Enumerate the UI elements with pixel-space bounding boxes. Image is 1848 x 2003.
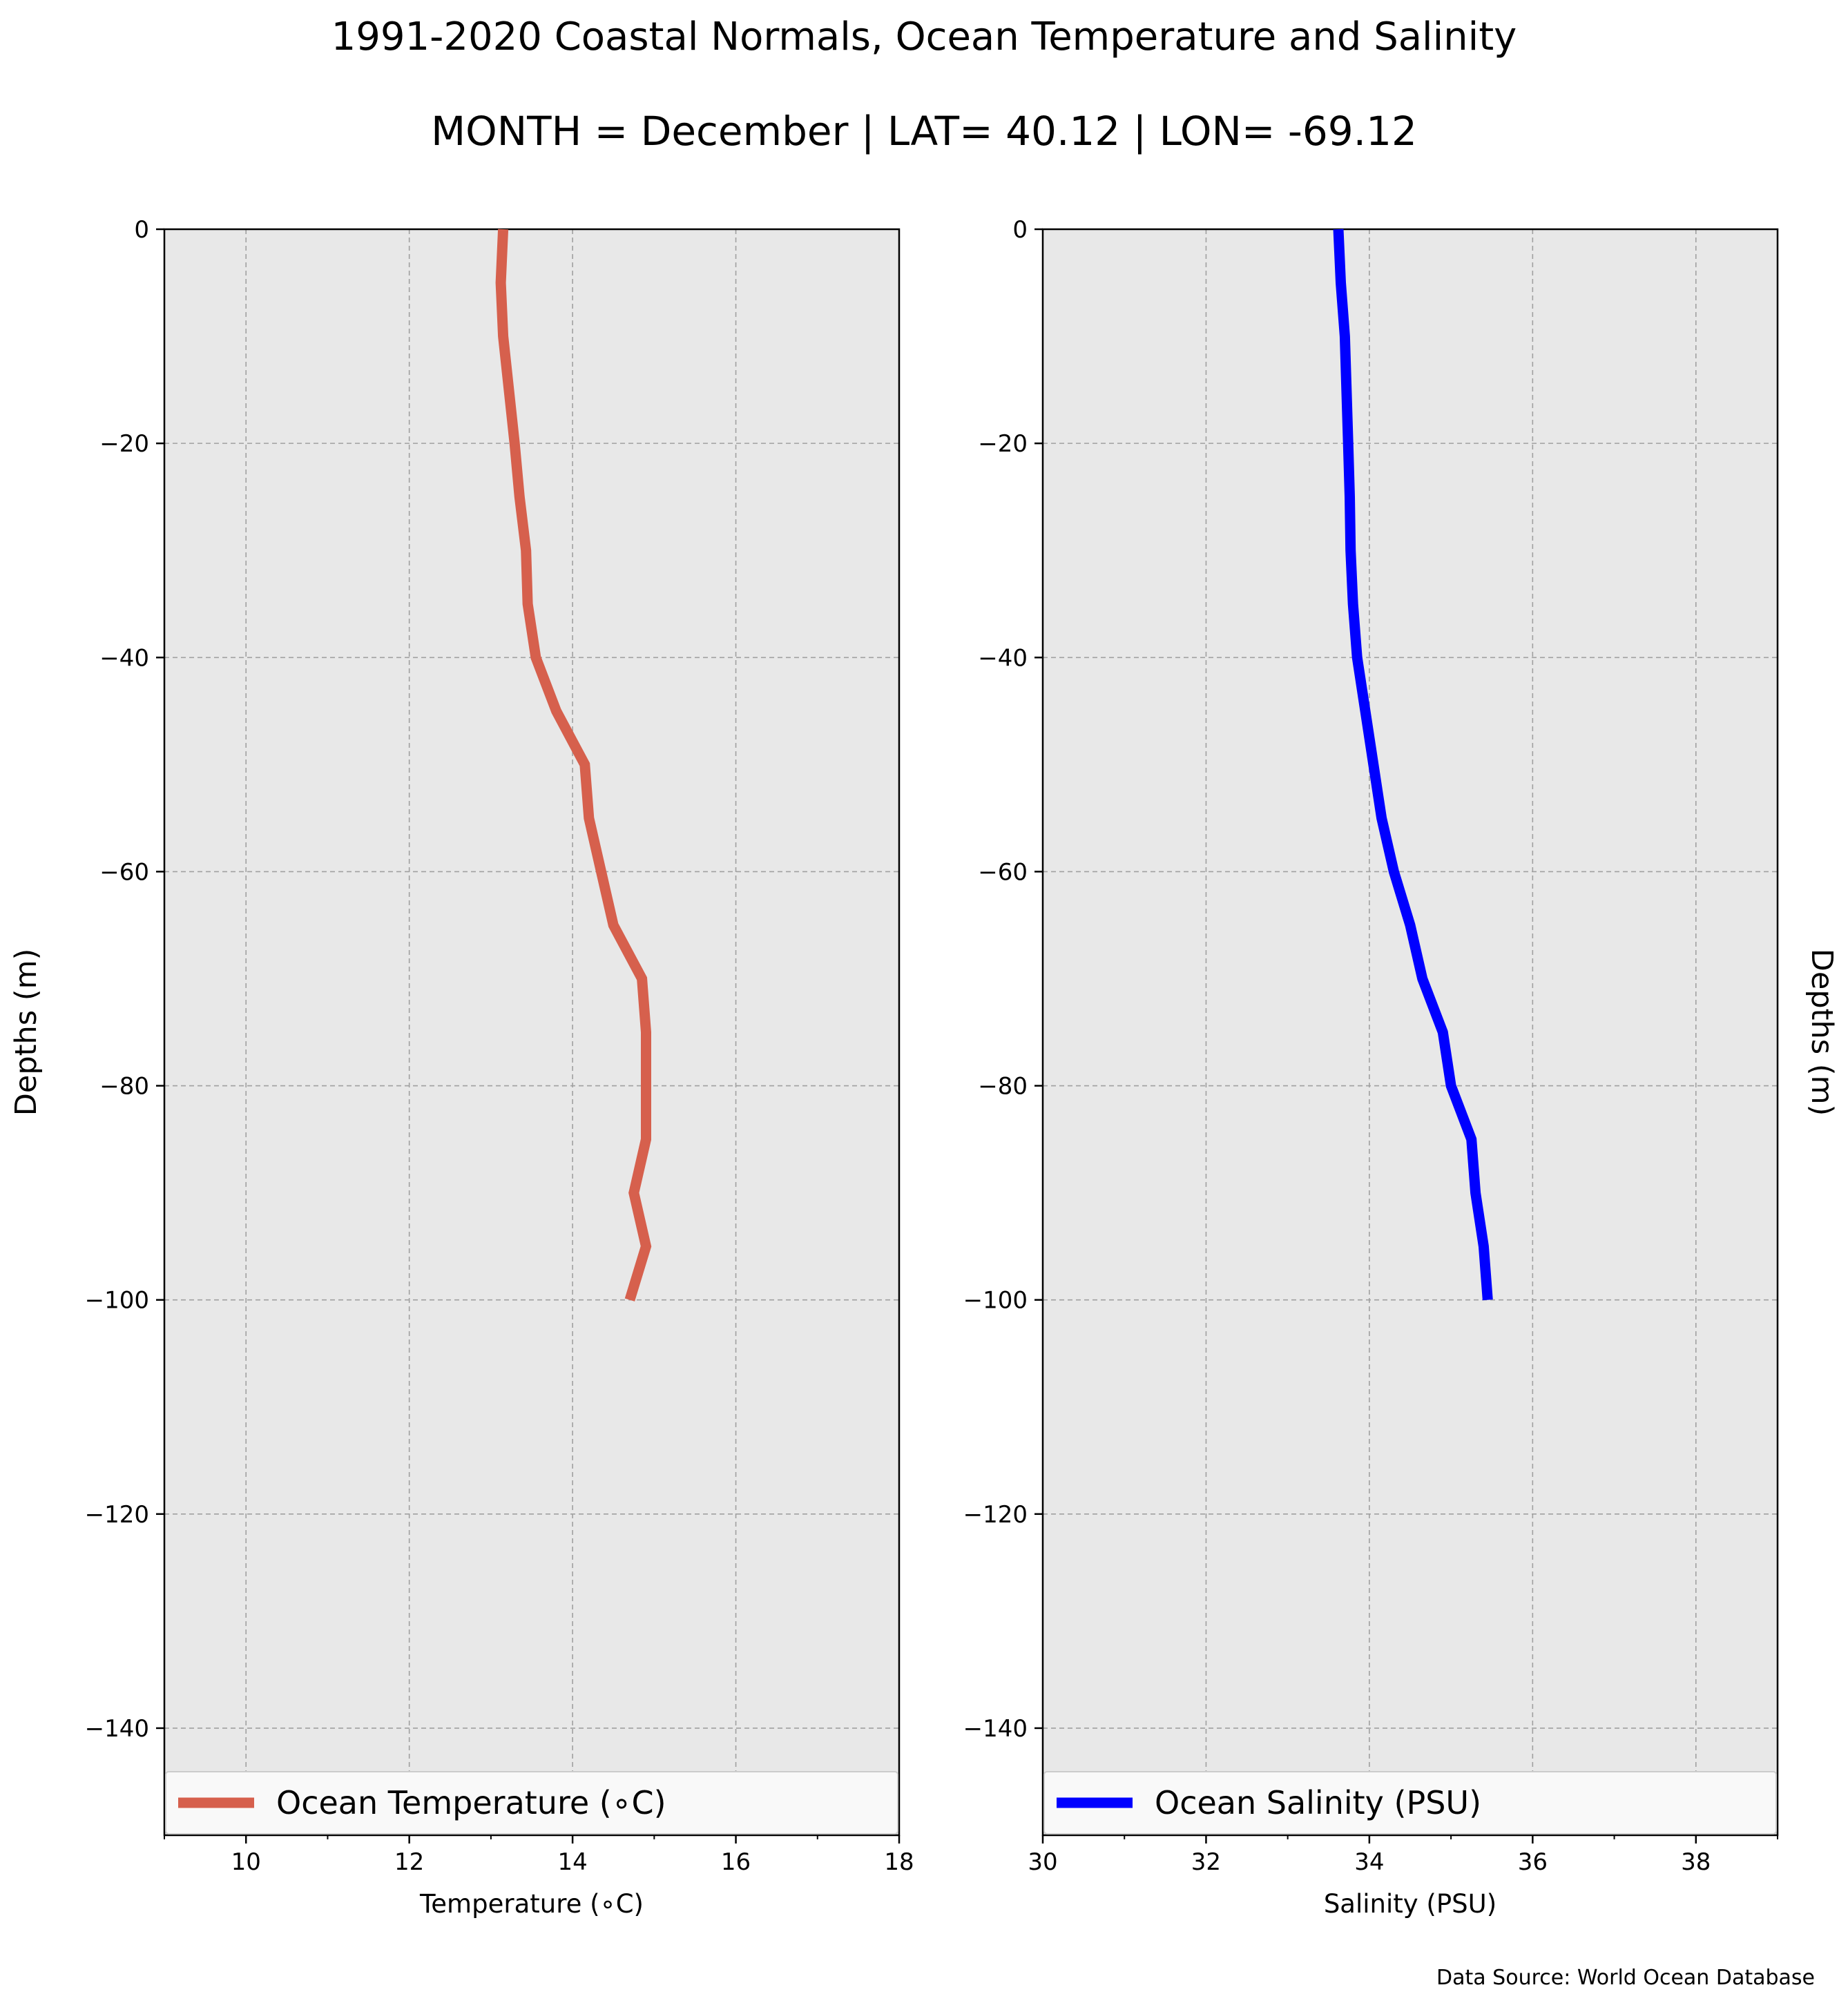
legend-label-temperature: Ocean Temperature (∘C) (276, 1784, 666, 1821)
y-tick-label: −100 (85, 1287, 149, 1315)
panels: 0 −20 −40 −60 −80 −100 −120 −140 10 12 14 16 18 Tempe… (9, 216, 1839, 1919)
series-line-temperature (495, 229, 652, 1302)
x-tick-label: 12 (394, 1848, 424, 1876)
y-tick-label: −60 (978, 858, 1028, 886)
x-tick-label: 16 (721, 1848, 751, 1876)
y-tick-label: −140 (963, 1715, 1028, 1743)
y-tick-label: −120 (85, 1501, 149, 1529)
x-tick-label: 34 (1354, 1848, 1384, 1876)
x-tick-label: 38 (1681, 1848, 1711, 1876)
chart-title: 1991-2020 Coastal Normals, Ocean Tempera… (331, 14, 1517, 59)
axes-frame-temperature (163, 228, 901, 1837)
x-tick-label: 14 (557, 1848, 587, 1876)
chart-subtitle: MONTH = December | LAT= 40.12 | LON= -69… (431, 108, 1417, 155)
plot-area-salinity (1043, 229, 1778, 1835)
y-tick-label: −20 (978, 430, 1028, 458)
y-tick-label: −80 (99, 1073, 149, 1101)
panel-temperature: 0 −20 −40 −60 −80 −100 −120 −140 10 12 14 16 18 Tempe… (9, 216, 914, 1919)
y-tick-label: 0 (134, 216, 149, 244)
panel-salinity: 0 −20 −40 −60 −80 −100 −120 −140 30 32 34 36 38 Salin… (963, 216, 1839, 1919)
y-tick-label: −80 (978, 1073, 1028, 1101)
x-tick-label: 36 (1518, 1848, 1548, 1876)
y-tick-label: −40 (99, 644, 149, 672)
y-axis-label: Depths (m) (9, 949, 44, 1116)
x-axis-label: Temperature (∘C) (419, 1889, 644, 1919)
y-tick-label: −40 (978, 644, 1028, 672)
y-tick-label: −60 (99, 858, 149, 886)
y-tick-label: −140 (85, 1715, 149, 1743)
y-tick-label: −100 (963, 1287, 1028, 1315)
legend-box-temperature (165, 1771, 898, 1835)
legend-label-salinity: Ocean Salinity (PSU) (1155, 1784, 1481, 1821)
plot-area-temperature (164, 229, 899, 1835)
data-source-note: Data Source: World Ocean Database (1436, 1966, 1815, 1990)
y-axis-label: Depths (m) (1804, 949, 1839, 1116)
x-tick-label: 30 (1028, 1848, 1057, 1876)
x-tick-label: 10 (231, 1848, 261, 1876)
y-tick-label: −120 (963, 1501, 1028, 1529)
x-tick-label: 18 (884, 1848, 914, 1876)
x-tick-label: 32 (1191, 1848, 1221, 1876)
series-line-salinity (1333, 229, 1493, 1301)
axes-frame-salinity (1041, 228, 1779, 1837)
y-tick-label: −20 (99, 430, 149, 458)
x-axis-label: Salinity (PSU) (1324, 1889, 1496, 1919)
y-tick-label: 0 (1012, 216, 1028, 244)
legend-box-salinity (1043, 1771, 1777, 1835)
